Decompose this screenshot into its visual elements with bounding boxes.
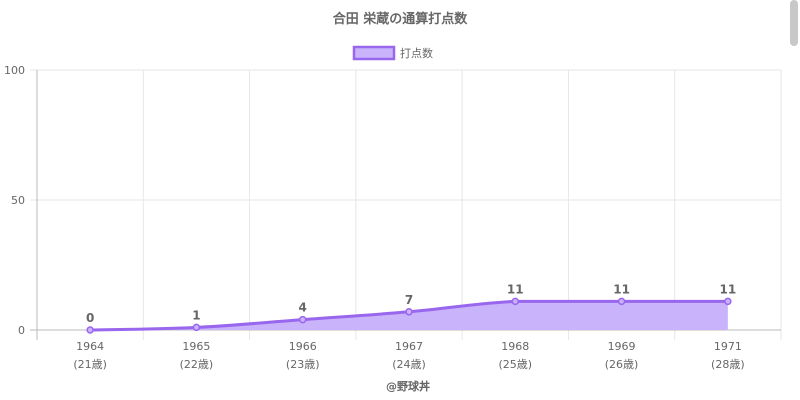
data-point[interactable] <box>86 326 94 334</box>
data-point[interactable] <box>192 323 201 332</box>
data-point[interactable] <box>724 297 732 306</box>
data-label: 11 <box>720 282 737 296</box>
series-area-fill <box>90 301 728 330</box>
x-tick-sublabel: (28歳) <box>711 358 745 371</box>
y-tick-label: 100 <box>4 64 25 77</box>
x-tick-label: 1964 <box>76 340 104 353</box>
credit-text: @野球丼 <box>386 379 430 393</box>
x-tick-sublabel: (23歳) <box>286 358 320 371</box>
x-tick-sublabel: (21歳) <box>73 358 107 371</box>
data-label: 1 <box>192 308 200 322</box>
x-tick-label: 1967 <box>395 340 423 353</box>
legend-label: 打点数 <box>400 46 433 60</box>
data-label: 11 <box>613 282 630 296</box>
x-tick-sublabel: (22歳) <box>180 358 214 371</box>
data-point[interactable] <box>405 308 413 316</box>
x-tick-sublabel: (25歳) <box>498 358 532 371</box>
data-label: 4 <box>299 301 307 315</box>
data-labels: 0 1 4 7 11 11 11 <box>86 282 736 325</box>
y-tick-label: 50 <box>11 194 25 207</box>
x-tick-label: 1971 <box>714 340 742 353</box>
x-axis-ticks: 1964 (21歳) 1965 (22歳) 1966 (23歳) 1967 (24歳) 1968… <box>73 340 744 371</box>
series-area[interactable] <box>86 297 732 334</box>
x-tick-label: 1965 <box>182 340 210 353</box>
legend-swatch <box>352 45 396 61</box>
y-tick-label: 0 <box>18 324 25 337</box>
data-point[interactable] <box>511 297 520 306</box>
legend[interactable]: 打点数 <box>352 45 433 61</box>
data-label: 11 <box>507 282 524 296</box>
x-tick-sublabel: (24歳) <box>392 358 426 371</box>
data-label: 0 <box>86 311 94 325</box>
chart-title: 合田 栄蔵の通算打点数 <box>333 11 469 27</box>
x-tick-sublabel: (26歳) <box>605 358 639 371</box>
data-label: 7 <box>405 293 413 307</box>
data-point[interactable] <box>617 297 626 306</box>
scrollbar[interactable] <box>790 0 798 46</box>
x-tick-label: 1969 <box>608 340 636 353</box>
data-point[interactable] <box>298 315 307 324</box>
y-axis-ticks: 0 50 100 <box>4 64 25 337</box>
x-tick-label: 1966 <box>289 340 317 353</box>
x-tick-label: 1968 <box>501 340 529 353</box>
